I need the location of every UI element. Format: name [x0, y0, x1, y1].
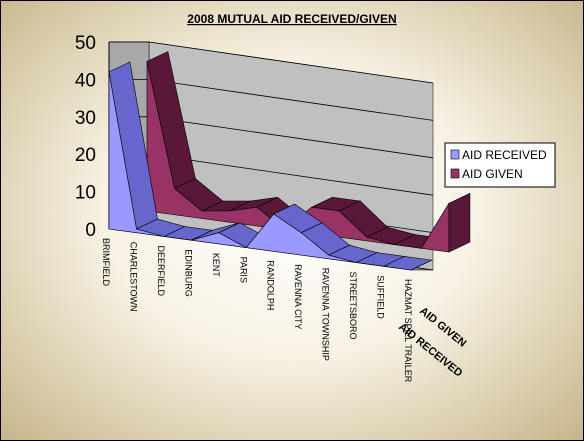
data-point [146, 61, 148, 63]
data-point [136, 228, 138, 230]
category-label: EDINBURG [183, 249, 193, 297]
data-point [421, 247, 423, 249]
chart-title: 2008 MUTUAL AID RECEIVED/GIVEN [187, 12, 396, 26]
legend: AID RECEIVED AID GIVEN [444, 142, 556, 188]
series-group [108, 51, 471, 271]
data-point [201, 210, 203, 212]
category-label: SUFFIELD [376, 275, 386, 319]
series-0 [108, 61, 433, 271]
series-front-face [108, 71, 412, 271]
data-point [410, 269, 412, 271]
category-label: STREETSBORO [348, 272, 358, 340]
data-point [328, 254, 330, 256]
y-tick-label: 40 [75, 70, 96, 91]
y-tick-label: 20 [75, 145, 96, 166]
data-point [163, 236, 165, 238]
data-point [245, 247, 247, 249]
legend-label: AID RECEIVED [462, 148, 547, 162]
category-label: HAZMAT SPILL TRAILER [403, 279, 413, 383]
category-label: KENT [211, 253, 221, 278]
legend-box [444, 142, 556, 188]
data-point [108, 71, 110, 73]
data-point [218, 232, 220, 234]
data-point [300, 232, 302, 234]
legend-swatch [450, 168, 460, 179]
legend-label: AID GIVEN [462, 167, 523, 181]
data-point [174, 188, 176, 190]
data-point [448, 203, 450, 205]
series-1 [146, 51, 471, 253]
category-label: RAVENNA TOWNSHIP [321, 268, 331, 361]
series-end-face [448, 193, 471, 253]
legend-swatch [450, 149, 460, 160]
y-tick-label: 50 [75, 33, 96, 54]
data-point [355, 262, 357, 264]
y-tick-label: 30 [75, 108, 96, 129]
y-tick-label: 0 [85, 220, 96, 241]
data-point [383, 265, 385, 267]
data-point [273, 213, 275, 215]
category-label: DEERFIELD [156, 246, 166, 297]
y-axis: 0 10 20 30 40 50 [75, 33, 110, 241]
category-label: PARIS [238, 257, 248, 283]
category-label: RAVENNA CITY [293, 264, 303, 329]
data-point [191, 239, 193, 241]
gridline [109, 41, 434, 84]
data-point [311, 206, 313, 208]
data-point [229, 210, 231, 212]
category-label: RANDOLPH [266, 260, 276, 310]
x-axis-labels: BRIMFIELD CHARLESTOWN DEERFIELD EDINBURG KEN… [101, 238, 413, 383]
series-end-face [410, 259, 433, 271]
data-point [393, 244, 395, 246]
category-label: CHARLESTOWN [129, 242, 139, 312]
data-point [338, 210, 340, 212]
data-point [366, 236, 368, 238]
category-label: BRIMFIELD [101, 238, 111, 287]
y-tick-label: 10 [75, 183, 96, 204]
data-point [256, 206, 258, 208]
